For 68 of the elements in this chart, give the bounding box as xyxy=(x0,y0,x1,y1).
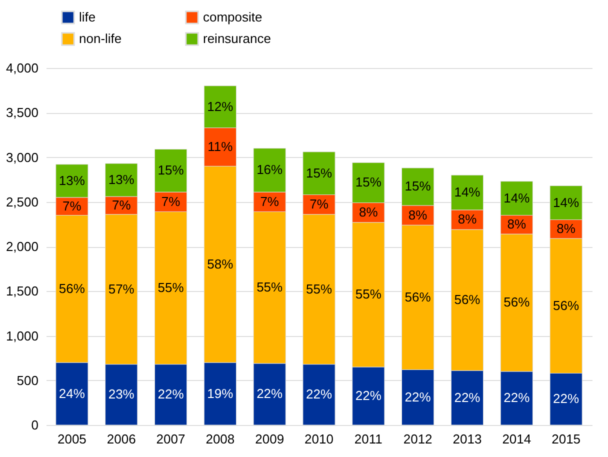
legend-label: reinsurance xyxy=(203,31,271,46)
annotation: 57% xyxy=(108,281,135,296)
annotation: 24% xyxy=(58,386,86,401)
annotation: 7% xyxy=(112,197,132,212)
y-tick-label: 1,500 xyxy=(6,284,38,299)
x-tick-label: 2008 xyxy=(206,432,235,446)
annotation: 58% xyxy=(207,256,234,272)
x-tick-label: 2015 xyxy=(552,432,581,446)
annotation: 56% xyxy=(58,280,86,296)
annotation: 7% xyxy=(161,194,181,209)
y-tick-label: 3,000 xyxy=(6,150,38,165)
x-tick-label: 2014 xyxy=(502,432,532,446)
x-tick-label: 2012 xyxy=(403,432,432,446)
annotation: 15% xyxy=(158,162,184,178)
annotation: 14% xyxy=(454,184,481,200)
y-tick-label: 4,000 xyxy=(6,60,38,76)
annotation: 7% xyxy=(310,196,329,212)
y-tick-label: 1,000 xyxy=(6,328,38,344)
x-tick-label: 2006 xyxy=(106,432,136,446)
annotation: 13% xyxy=(108,172,135,188)
annotation: 22% xyxy=(504,390,530,406)
annotation: 7% xyxy=(260,194,280,209)
annotation: 7% xyxy=(62,198,82,214)
annotation: 22% xyxy=(355,388,382,403)
annotation: 8% xyxy=(507,216,526,232)
annotation: 56% xyxy=(504,294,530,310)
x-tick-label: 2005 xyxy=(57,432,86,446)
annotation: 55% xyxy=(256,280,284,295)
y-tick-label: 2,000 xyxy=(6,239,38,254)
legend-label: non-life xyxy=(79,31,122,46)
annotation: 55% xyxy=(306,281,332,296)
x-tick-label: 2010 xyxy=(304,432,334,446)
x-tick-label: 2011 xyxy=(354,432,382,446)
annotation: 8% xyxy=(556,221,576,236)
annotation: 15% xyxy=(306,165,332,180)
y-tick-label: 0 xyxy=(31,418,38,432)
annotation: 22% xyxy=(553,391,580,406)
annotation: 22% xyxy=(306,386,332,402)
annotation: 8% xyxy=(359,204,378,220)
annotation: 56% xyxy=(404,289,432,304)
annotation: 15% xyxy=(355,174,382,190)
annotation: 19% xyxy=(207,386,234,401)
annotation: 56% xyxy=(454,292,481,308)
annotation: 14% xyxy=(504,190,530,206)
y-tick-label: 2,500 xyxy=(6,194,38,210)
annotation: 16% xyxy=(256,162,284,178)
annotation: 11% xyxy=(208,138,234,154)
annotation: 22% xyxy=(256,386,284,402)
annotation: 15% xyxy=(404,178,432,194)
y-tick-label: 500 xyxy=(16,372,38,388)
legend-label: composite xyxy=(203,9,262,24)
annotation: 56% xyxy=(553,298,580,313)
annotation: 12% xyxy=(207,98,234,114)
x-tick-label: 2013 xyxy=(452,432,482,446)
x-tick-label: 2009 xyxy=(255,432,284,446)
legend-label: life xyxy=(79,9,96,24)
annotation: 8% xyxy=(408,207,428,222)
annotation: 14% xyxy=(553,194,580,210)
annotation: 13% xyxy=(58,172,86,188)
annotation: 55% xyxy=(158,280,184,295)
annotation: 23% xyxy=(108,386,135,402)
annotation: 8% xyxy=(458,212,478,227)
annotation: 22% xyxy=(158,386,184,402)
annotation: 55% xyxy=(355,286,382,302)
annotation: 22% xyxy=(454,390,481,405)
y-tick-label: 3,500 xyxy=(6,105,38,120)
x-tick-label: 2007 xyxy=(156,432,186,446)
annotation: 22% xyxy=(404,389,432,404)
